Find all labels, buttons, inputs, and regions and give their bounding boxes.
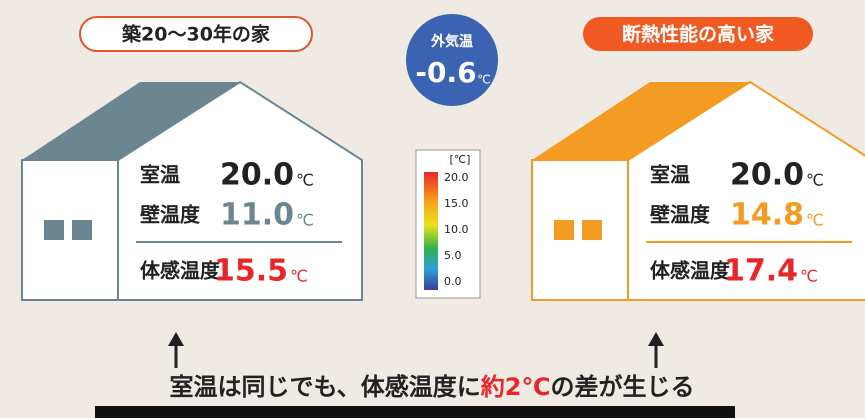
legend-tick: 5.0 bbox=[444, 249, 462, 262]
legend-tick: 15.0 bbox=[444, 197, 469, 210]
window bbox=[44, 220, 64, 240]
row-unit: ℃ bbox=[296, 211, 314, 230]
window bbox=[554, 220, 574, 240]
footer: 室温は同じでも、体感温度に約2℃の差が生じる bbox=[169, 373, 694, 401]
legend-tick: 0.0 bbox=[444, 275, 462, 288]
footer-bar bbox=[95, 406, 735, 418]
left-title: 築20〜30年の家 bbox=[121, 23, 270, 46]
row-value: 15.5 bbox=[214, 254, 288, 289]
legend-bar bbox=[424, 172, 438, 290]
row-label: 室温 bbox=[650, 163, 690, 187]
row-unit: ℃ bbox=[296, 171, 314, 190]
page: {"header": {"outside_label": "外気温", "out… bbox=[0, 0, 865, 418]
outside-unit: ℃ bbox=[477, 73, 490, 87]
right-title: 断熱性能の高い家 bbox=[622, 23, 774, 46]
row-label: 体感温度 bbox=[650, 259, 731, 283]
row-label: 体感温度 bbox=[140, 259, 221, 283]
arrow-head bbox=[648, 332, 664, 346]
row-label: 室温 bbox=[140, 163, 180, 187]
window bbox=[582, 220, 602, 240]
legend-tick: 20.0 bbox=[444, 171, 469, 184]
infographic: 築20〜30年の家 断熱性能の高い家 外気温 -0.6 ℃ [℃] 20.0 15… bbox=[0, 0, 865, 418]
footer-highlight: 約2℃ bbox=[480, 373, 551, 401]
row-unit: ℃ bbox=[806, 211, 824, 230]
arrow-head bbox=[168, 332, 184, 346]
outside-value: -0.6 bbox=[415, 56, 476, 89]
row-unit: ℃ bbox=[800, 267, 818, 286]
row-unit: ℃ bbox=[290, 267, 308, 286]
row-unit: ℃ bbox=[806, 171, 824, 190]
row-label: 壁温度 bbox=[650, 203, 711, 227]
row-value: 14.8 bbox=[730, 198, 804, 233]
footer-before: 室温は同じでも、体感温度に bbox=[169, 373, 480, 401]
outside-label: 外気温 bbox=[430, 33, 473, 50]
row-value: 20.0 bbox=[220, 158, 294, 193]
window bbox=[72, 220, 92, 240]
row-value: 17.4 bbox=[724, 254, 798, 289]
footer-after: の差が生じる bbox=[551, 373, 695, 401]
row-value: 11.0 bbox=[220, 198, 294, 233]
row-label: 壁温度 bbox=[140, 203, 201, 227]
row-value: 20.0 bbox=[730, 158, 804, 193]
legend-unit: [℃] bbox=[450, 153, 471, 166]
legend-tick: 10.0 bbox=[444, 223, 469, 236]
